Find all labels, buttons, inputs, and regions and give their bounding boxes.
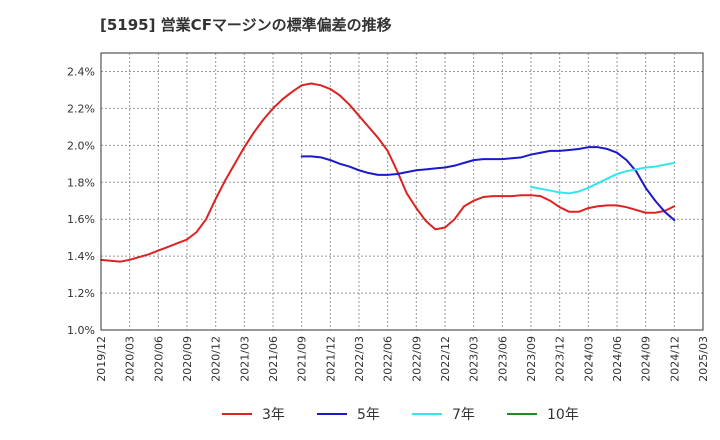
plot-frame (100, 52, 704, 331)
y-tick-label: 1.0% (67, 324, 95, 337)
x-tick-label: 2020/09 (181, 336, 194, 382)
chart-title: [5195] 営業CFマージンの標準偏差の推移 (100, 16, 392, 34)
x-tick-label: 2023/12 (554, 336, 567, 382)
x-tick-label: 2024/03 (582, 336, 595, 382)
series-lines (100, 82, 676, 263)
x-tick-label: 2025/03 (697, 336, 710, 382)
x-tick-label: 2024/12 (668, 336, 681, 382)
x-tick-label: 2021/03 (238, 336, 251, 382)
x-tick-label: 2020/03 (124, 336, 137, 382)
x-axis-ticks: 2019/12 2020/03 2020/06 2020/09 2020/12 2021/… (95, 336, 710, 382)
y-tick-label: 1.2% (67, 287, 95, 300)
x-tick-label: 2023/09 (525, 336, 538, 382)
x-tick-label: 2024/06 (611, 336, 624, 382)
legend-label-1: 3年 (262, 407, 285, 423)
x-tick-label: 2023/03 (468, 336, 481, 382)
x-tick-label: 2021/12 (324, 336, 337, 382)
y-tick-label: 1.4% (67, 250, 95, 263)
y-axis-ticks: 1.0% 1.2% 1.4% 1.6% 1.8% 2.0% 2.2% 2.4% (67, 65, 95, 337)
y-tick-label: 2.2% (67, 102, 95, 115)
y-tick-label: 1.8% (67, 176, 95, 189)
x-tick-label: 2020/12 (210, 336, 223, 382)
x-tick-label: 2022/12 (439, 336, 452, 382)
plot-area (101, 53, 703, 330)
y-tick-label: 2.0% (67, 139, 95, 152)
x-tick-label: 2020/06 (152, 336, 165, 382)
series-line-2 (300, 146, 676, 222)
legend-label-3: 7年 (452, 407, 475, 423)
series-line-3 (530, 161, 676, 195)
x-tick-label: 2019/12 (95, 336, 108, 382)
legend-label-4: 10年 (547, 407, 579, 423)
series-line-1 (100, 82, 676, 263)
y-tick-label: 2.4% (67, 65, 95, 78)
x-tick-label: 2022/03 (353, 336, 366, 382)
y-tick-label: 1.6% (67, 213, 95, 226)
legend: 3年 5年 7年 10年 (222, 407, 579, 423)
x-tick-label: 2022/09 (410, 336, 423, 382)
x-tick-label: 2021/06 (267, 336, 280, 382)
x-tick-label: 2023/06 (496, 336, 509, 382)
x-tick-label: 2022/06 (382, 336, 395, 382)
x-tick-label: 2024/09 (640, 336, 653, 382)
x-tick-label: 2021/09 (296, 336, 309, 382)
legend-label-2: 5年 (357, 407, 380, 423)
